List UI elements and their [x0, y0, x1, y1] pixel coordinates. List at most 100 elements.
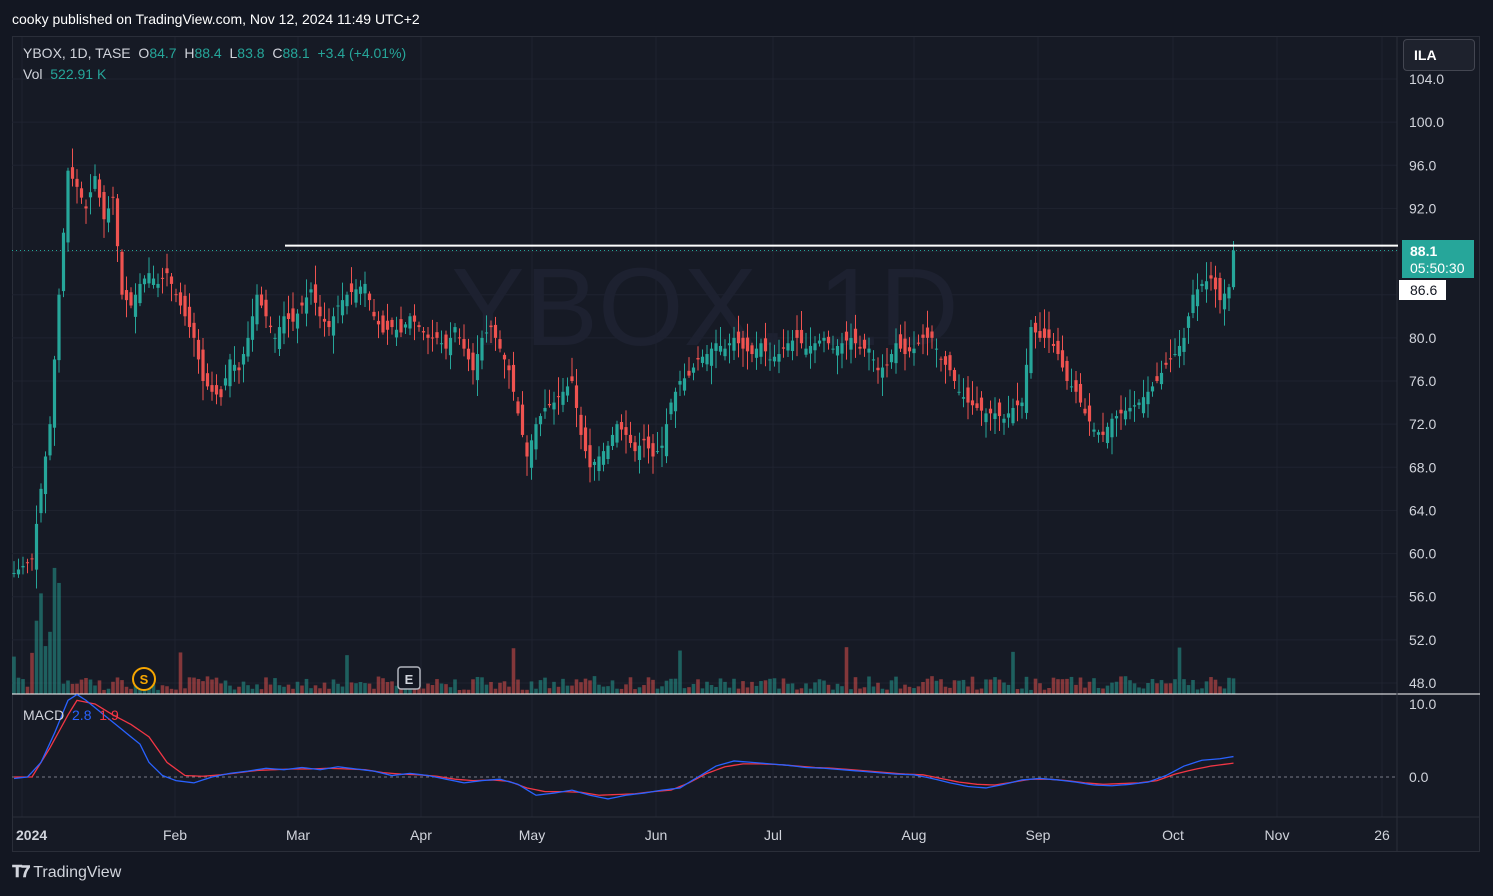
volume-bar [565, 685, 570, 694]
candle-body [525, 442, 529, 457]
volume-bar [313, 685, 318, 694]
volume-bar [628, 677, 633, 694]
volume-bar [277, 685, 282, 694]
candle-body [345, 294, 349, 307]
candle-body [660, 445, 664, 448]
volume-bar [453, 679, 457, 694]
volume-bar [214, 677, 219, 694]
macd-label[interactable]: MACD [23, 707, 65, 723]
candle-body [925, 327, 930, 338]
volume-bar [916, 686, 921, 694]
candle-body [66, 170, 70, 243]
volume-bar [1092, 678, 1096, 694]
candle-body [912, 348, 916, 354]
volume-bar [669, 678, 673, 694]
candle-body [403, 324, 408, 328]
candle-body [16, 569, 21, 575]
volume-bar [723, 681, 727, 694]
candle-body [790, 340, 795, 352]
symbol-title[interactable]: YBOX, 1D, TASE [23, 45, 131, 61]
candle-body [462, 339, 466, 349]
earnings-marker[interactable]: E [397, 666, 421, 690]
price-tick-label: 52.0 [1409, 632, 1436, 648]
time-tick-label: May [519, 827, 545, 843]
candle-body [970, 400, 975, 406]
volume-value: 522.91 K [50, 66, 107, 82]
volume-bar [597, 684, 601, 694]
high-value: 88.4 [194, 45, 222, 61]
volume-bar [367, 683, 372, 694]
candle-body [1141, 397, 1146, 414]
volume-bar [754, 685, 759, 694]
candle-body [21, 565, 25, 568]
earnings-icon[interactable] [397, 666, 421, 690]
volume-bar [403, 688, 408, 694]
volume-bar [165, 686, 169, 694]
volume-bar [1132, 683, 1137, 694]
split-icon[interactable] [132, 667, 156, 691]
candle-body [408, 316, 412, 329]
volume-bar [975, 689, 979, 694]
volume-bar [84, 677, 88, 694]
volume-bar [394, 685, 399, 694]
volume-bar [291, 688, 295, 694]
volume-bar [786, 683, 790, 694]
candle-body [921, 334, 925, 338]
candle-body [282, 316, 286, 334]
macd-value: 2.8 [72, 707, 92, 723]
volume-bar [322, 682, 327, 694]
volume-bar [907, 686, 912, 694]
volume-bar [66, 680, 70, 694]
volume-bar [1227, 677, 1231, 694]
volume-bar [1218, 686, 1222, 694]
volume-bar [624, 684, 628, 694]
volume-bar [363, 683, 367, 694]
candle-body [106, 208, 111, 223]
candle-body [736, 331, 741, 344]
price-tick-label: 72.0 [1409, 416, 1436, 432]
candle-body [363, 283, 367, 294]
split-marker[interactable]: S [132, 667, 156, 691]
volume-bar [894, 676, 898, 694]
time-tick-label: Nov [1265, 827, 1290, 843]
volume-bar [228, 685, 232, 694]
volume-bar [867, 676, 871, 694]
currency-button[interactable]: ILA [1403, 39, 1475, 71]
candle-body [142, 278, 147, 285]
time-tick-label: Feb [163, 827, 187, 843]
volume-bar [552, 681, 556, 694]
volume-bar [633, 689, 637, 694]
candle-body [430, 337, 435, 339]
volume-bar [579, 682, 583, 694]
volume-bar [822, 680, 826, 694]
volume-bar [885, 689, 889, 694]
candle-body [147, 273, 151, 284]
volume-bar [646, 677, 651, 694]
candle-body [304, 297, 309, 314]
volume-bar [745, 687, 750, 694]
volume-bar [52, 567, 57, 694]
candle-body [259, 294, 264, 306]
volume-bar [750, 681, 754, 694]
candle-body [696, 357, 700, 360]
candle-body [601, 451, 606, 465]
candle-body [673, 391, 678, 412]
volume-bar [345, 655, 349, 694]
chart-frame[interactable] [12, 36, 1480, 852]
volume-bar [340, 686, 345, 694]
candle-body [102, 192, 106, 220]
candle-body [651, 443, 655, 457]
candle-body [237, 367, 241, 371]
volume-bar [471, 679, 475, 694]
time-tick-label: Jul [764, 827, 782, 843]
volume-bar [1159, 680, 1164, 694]
price-tick-label: 100.0 [1409, 114, 1444, 130]
top-bar: cooky published on TradingView.com, Nov … [0, 0, 1493, 36]
candle-body [453, 327, 457, 333]
candle-body [615, 424, 619, 443]
volume-bar [327, 688, 331, 694]
volume-bar [538, 680, 543, 694]
candle-body [1159, 372, 1164, 385]
volume-bar [480, 677, 484, 694]
